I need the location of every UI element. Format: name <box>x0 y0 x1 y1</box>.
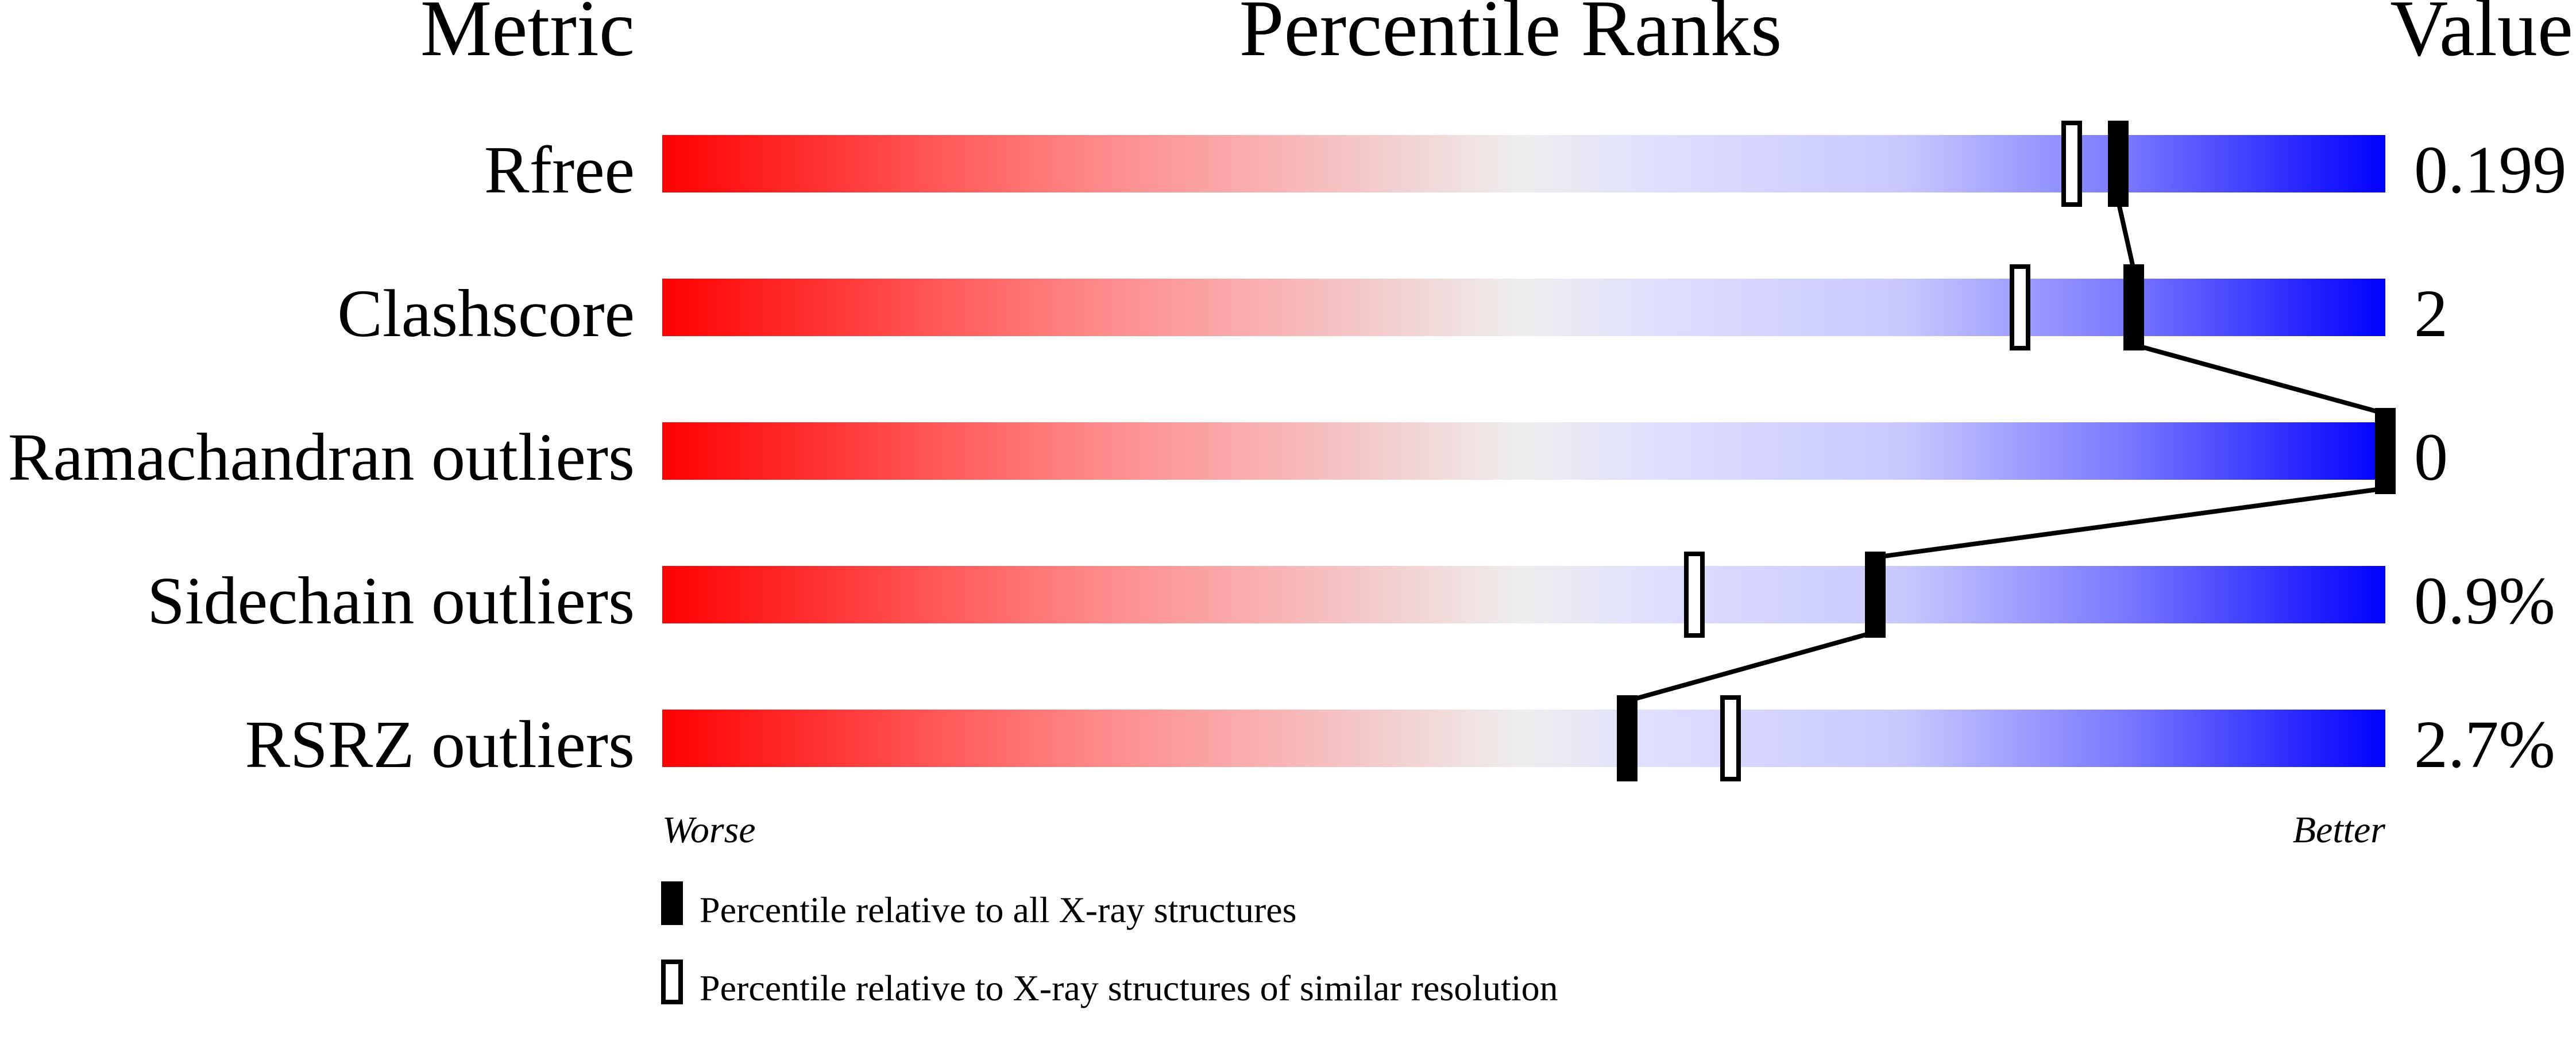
axis-better-label: Better <box>2293 809 2386 851</box>
metric-value: 0.9% <box>2414 563 2555 638</box>
header-metric: Metric <box>420 0 635 73</box>
metric-value: 2 <box>2414 276 2448 351</box>
similar-resolution-marker <box>2010 264 2030 350</box>
similar-resolution-marker <box>2061 121 2082 207</box>
legend-all-label: Percentile relative to all X-ray structu… <box>700 889 1297 930</box>
header-percentile-ranks: Percentile Ranks <box>1239 0 1782 73</box>
metric-row: Sidechain outliers 0.9% <box>147 563 2555 638</box>
metric-label: RSRZ outliers <box>245 707 635 782</box>
similar-resolution-marker <box>1684 552 1705 638</box>
connector-line <box>1875 486 2386 560</box>
percentile-bar <box>662 422 2385 480</box>
header-value: Value <box>2390 0 2573 73</box>
all-structures-marker <box>2123 264 2144 350</box>
metric-value: 0 <box>2414 419 2448 495</box>
all-structures-marker <box>1617 695 1637 781</box>
percentile-bar <box>662 135 2385 192</box>
metric-row: Clashscore 2 <box>337 276 2448 351</box>
legend-similar-label: Percentile relative to X-ray structures … <box>700 968 1558 1008</box>
metric-label: Sidechain outliers <box>147 563 635 638</box>
axis-worse-label: Worse <box>662 809 756 851</box>
legend-open-marker <box>661 960 683 1004</box>
all-structures-marker <box>2375 408 2396 494</box>
metric-label: Clashscore <box>337 276 635 351</box>
metric-value: 0.199 <box>2414 132 2567 207</box>
percentile-bar <box>662 279 2385 336</box>
connector-line <box>1626 630 1876 703</box>
metric-row: Ramachandran outliers 0 <box>8 419 2448 495</box>
metric-label: Rfree <box>484 132 635 207</box>
legend-filled-marker <box>661 881 683 925</box>
percentile-bar <box>662 710 2385 767</box>
metric-value: 2.7% <box>2414 707 2555 782</box>
metric-row: Rfree 0.199 <box>484 132 2567 207</box>
connector-line <box>2133 342 2386 416</box>
metric-row: RSRZ outliers 2.7% <box>245 707 2555 782</box>
percentile-bar <box>662 566 2385 623</box>
all-structures-marker <box>2108 121 2129 207</box>
connector-line <box>2116 201 2136 271</box>
all-structures-marker <box>1865 552 1886 638</box>
metric-label: Ramachandran outliers <box>8 419 635 495</box>
similar-resolution-marker <box>1720 695 1741 781</box>
